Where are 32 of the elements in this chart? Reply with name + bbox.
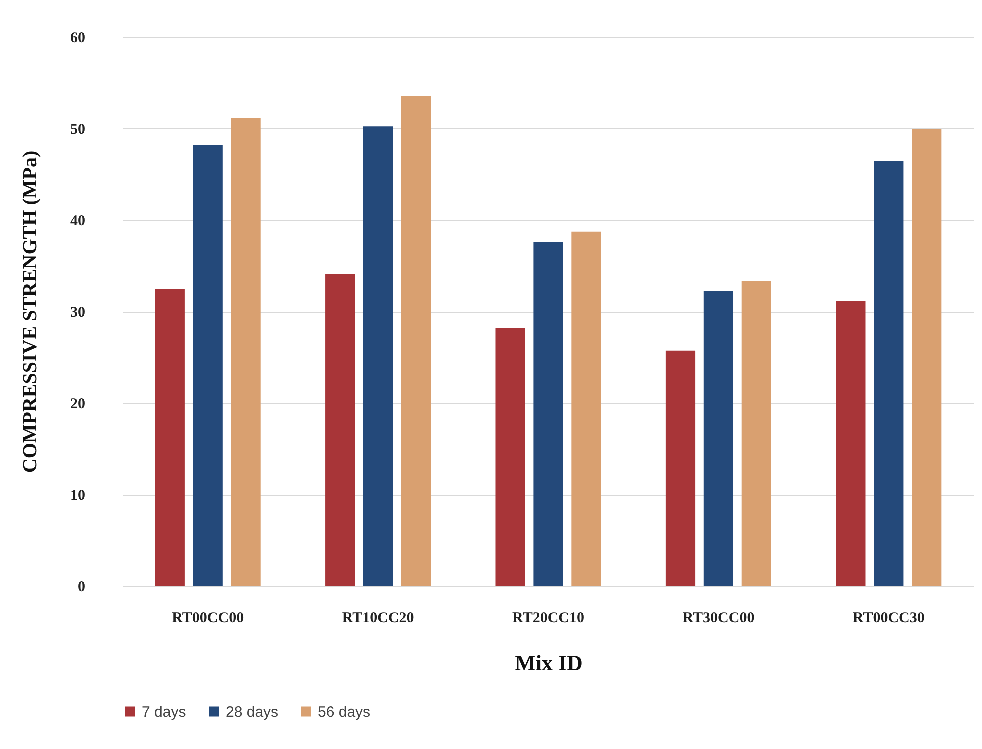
y-tick-label: 40 — [70, 214, 86, 230]
x-tick-label: RT00CC30 — [852, 610, 925, 626]
x-axis-title: Mix ID — [515, 650, 583, 676]
bar — [193, 144, 223, 586]
bar — [363, 126, 394, 586]
bar — [534, 242, 564, 586]
bar — [572, 232, 602, 586]
y-tick-label: 50 — [70, 122, 86, 138]
y-tick-label: 0 — [78, 580, 86, 596]
y-tick-label: 20 — [70, 396, 86, 412]
bar — [231, 118, 261, 586]
legend-label: 28 days — [226, 704, 279, 721]
y-tick-label: 60 — [70, 30, 86, 46]
bar — [401, 96, 432, 586]
x-tick-label: RT30CC00 — [682, 610, 755, 626]
bar — [704, 291, 734, 586]
bar — [666, 350, 696, 586]
x-tick-label: RT10CC20 — [342, 610, 414, 626]
legend-label: 7 days — [142, 704, 186, 721]
bar — [326, 274, 356, 586]
bar — [155, 290, 185, 586]
bar — [874, 161, 904, 586]
y-axis-title: COMPRESSIVE STRENGTH (MPa) — [20, 150, 42, 474]
x-tick-label: RT20CC10 — [512, 610, 584, 626]
bar — [912, 129, 942, 586]
bar — [742, 281, 772, 586]
legend-label: 56 days — [318, 704, 371, 721]
y-tick-label: 30 — [70, 305, 86, 321]
bar — [836, 301, 866, 586]
bar — [496, 328, 526, 586]
y-tick-label: 10 — [70, 488, 86, 504]
x-tick-label: RT00CC00 — [172, 610, 244, 626]
